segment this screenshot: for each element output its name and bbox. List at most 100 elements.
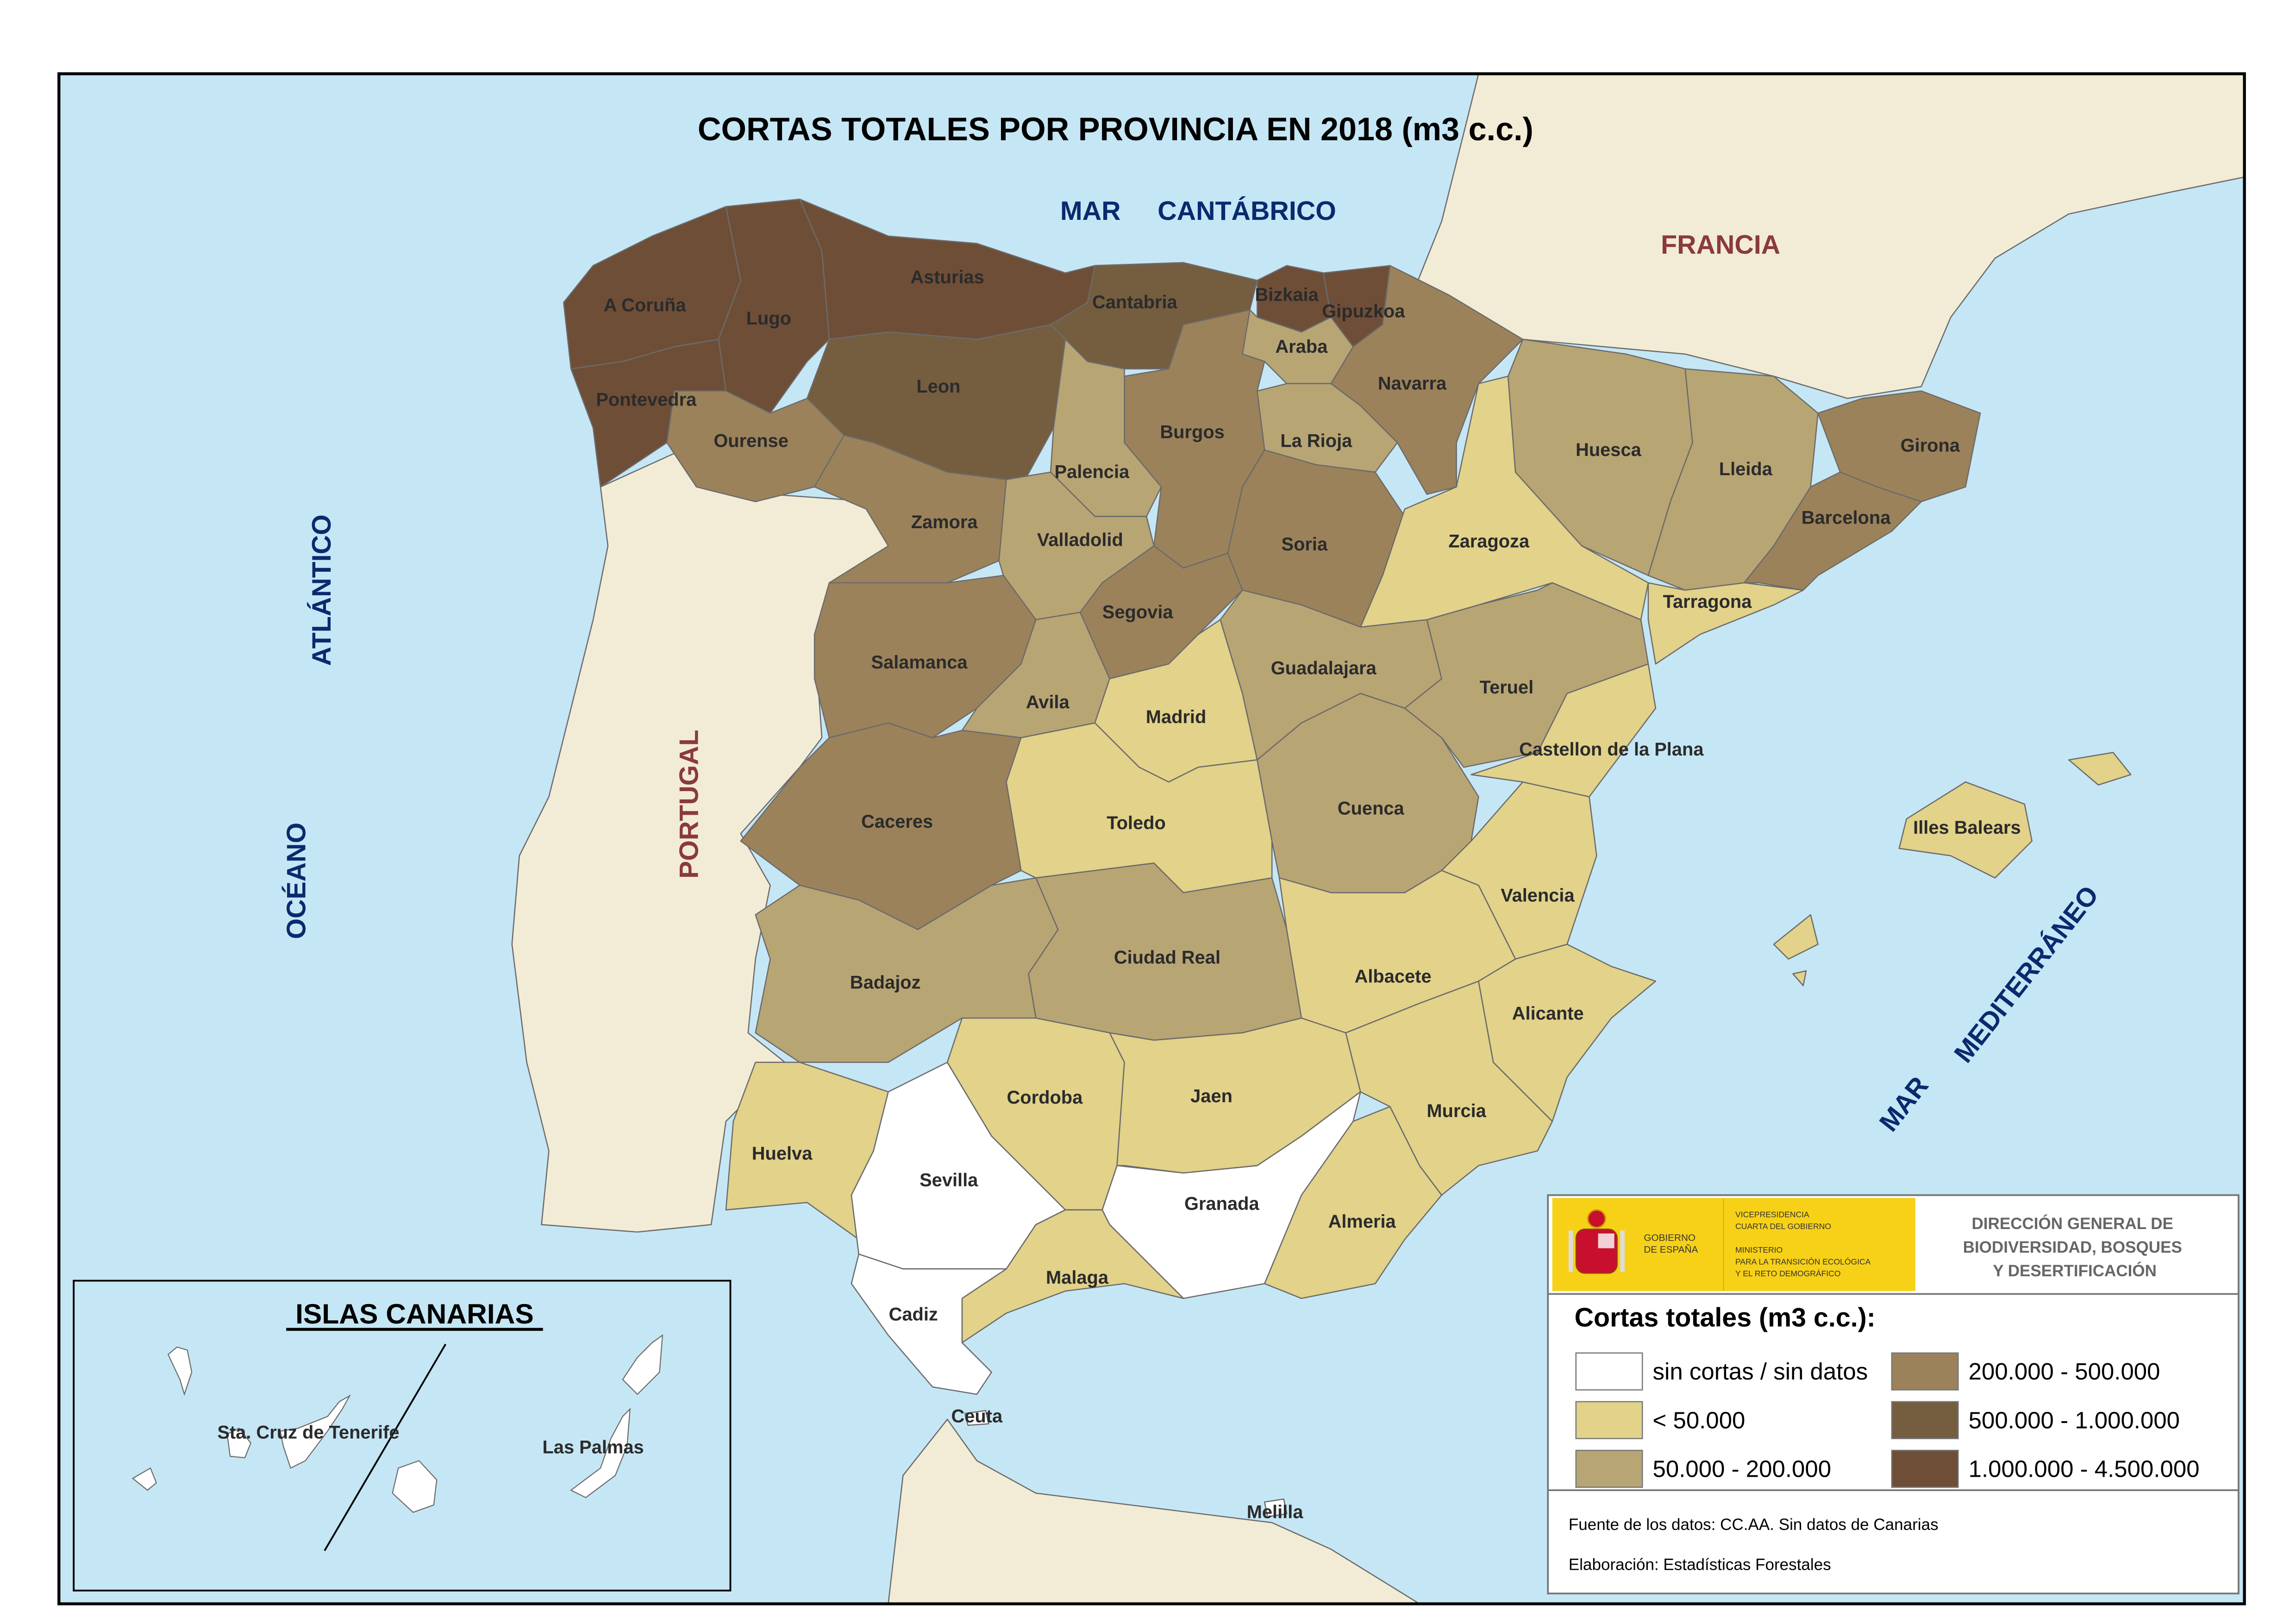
logo-text: GOBIERNO — [1644, 1232, 1695, 1243]
country-label-portugal: PORTUGAL — [674, 730, 704, 879]
svg-text:DIRECCIÓN GENERAL DE BIO: DIRECCIÓN GENERAL DE BIODIVERSIDAD, BOSQ… — [1963, 1214, 2187, 1280]
province-melilla — [1264, 1498, 1288, 1517]
canarias-title: ISLAS CANARIAS — [295, 1298, 534, 1330]
legend-label: 500.000 - 1.000.000 — [1969, 1407, 2180, 1433]
legend-label: sin cortas / sin datos — [1653, 1358, 1868, 1385]
logo-text: MINISTERIO — [1735, 1245, 1783, 1255]
province-label: Leon — [916, 376, 960, 397]
province-label: A Coruña — [604, 295, 687, 316]
province-label: Granada — [1184, 1194, 1259, 1214]
province-label: Caceres — [861, 812, 933, 832]
island-gran-canaria — [392, 1460, 438, 1513]
province-illes-balears — [1773, 914, 1819, 960]
province-label: Huelva — [752, 1143, 813, 1164]
province-cantabria — [1050, 262, 1258, 370]
island-el-hierro — [131, 1467, 157, 1491]
province-label: Melilla — [1247, 1502, 1304, 1523]
province-label: Murcia — [1426, 1101, 1486, 1121]
logo-text: VICEPRESIDENCIA — [1735, 1210, 1809, 1219]
island-tenerife — [280, 1394, 351, 1469]
province-label: Burgos — [1160, 422, 1224, 443]
province-illes-balears — [1792, 970, 1807, 986]
province-label: Toledo — [1107, 813, 1166, 833]
sea-label-mar: MAR — [1060, 196, 1121, 226]
province-label: Almeria — [1328, 1211, 1396, 1232]
legend-label: 50.000 - 200.000 — [1653, 1455, 1832, 1482]
province-label: Cordoba — [1007, 1087, 1083, 1108]
africa-land — [888, 1418, 1422, 1604]
province-label: Bizkaia — [1255, 285, 1319, 305]
province-label: Salamanca — [871, 652, 968, 673]
province-label: Avila — [1026, 692, 1070, 712]
logo-text: DE ESPAÑA — [1644, 1244, 1698, 1255]
province-label: Las Palmas — [542, 1437, 644, 1457]
legend-label: 1.000.000 - 4.500.000 — [1969, 1455, 2200, 1482]
province-palencia — [1050, 338, 1162, 517]
province-label: La Rioja — [1280, 431, 1352, 451]
legend-box: GOBIERNO DE ESPAÑA VICEPRESIDENCIA CUARTA… — [1547, 1194, 2240, 1595]
province-label: Zaragoza — [1448, 531, 1530, 551]
legend-swatch — [1575, 1449, 1643, 1488]
province-label: Sevilla — [920, 1170, 978, 1191]
province-label: Gipuzkoa — [1322, 301, 1405, 321]
province-label: Sta. Cruz de Tenerife — [217, 1423, 399, 1443]
province-illes-balears — [1898, 781, 2033, 879]
province-alicante — [1478, 943, 1657, 1122]
province-label: Asturias — [910, 267, 984, 287]
legend-label: 200.000 - 500.000 — [1969, 1358, 2160, 1385]
island-fuerteventura — [570, 1407, 631, 1498]
country-label-francia: FRANCIA — [1661, 230, 1780, 260]
province-label: Guadalajara — [1271, 658, 1377, 679]
direccion-text: BIODIVERSIDAD, BOSQUES — [1963, 1238, 2182, 1256]
province-label: Araba — [1276, 337, 1328, 357]
province-zaragoza — [1360, 375, 1649, 628]
province-barcelona — [1743, 471, 1922, 591]
legend-swatch — [1575, 1352, 1643, 1391]
province-label: Albacete — [1355, 967, 1432, 987]
province-label: Badajoz — [850, 972, 921, 993]
province-label: Ciudad Real — [1114, 947, 1220, 968]
sea-label-oceano: OCÉANO — [282, 823, 312, 939]
province-cadiz — [851, 1253, 1007, 1395]
province-label: Navarra — [1378, 373, 1447, 393]
province-label: Valladolid — [1037, 530, 1123, 550]
province-label: Cadiz — [889, 1305, 938, 1325]
canarias-inset: ISLAS CANARIAS Sta. Cruz de Tenerife Las… — [73, 1280, 732, 1592]
province-label: Girona — [1901, 435, 1960, 456]
province-ceuta — [964, 1410, 989, 1426]
province-label: Jaen — [1190, 1086, 1232, 1106]
province-label: Lugo — [746, 308, 791, 329]
province-illes-balears — [2068, 752, 2132, 786]
author-note: Elaboración: Estadísticas Forestales — [1569, 1555, 1831, 1573]
province-label: Malaga — [1046, 1267, 1109, 1288]
province-label: Cantabria — [1092, 292, 1178, 312]
direccion-text: DIRECCIÓN GENERAL DE — [1971, 1214, 2173, 1233]
province-label: Pontevedra — [596, 390, 697, 410]
province-label: Soria — [1282, 534, 1328, 555]
province-label: Valencia — [1501, 885, 1575, 905]
province-label: Huesca — [1576, 440, 1642, 460]
province-label: Cuenca — [1338, 798, 1405, 818]
sea-label-cantabrico: CANTÁBRICO — [1157, 196, 1336, 226]
province-tarragona — [1647, 582, 1804, 665]
legend-swatch — [1891, 1401, 1959, 1439]
source-note: Fuente de los datos: CC.AA. Sin datos de… — [1569, 1516, 1939, 1534]
legend-swatch — [1891, 1352, 1959, 1391]
province-label: Barcelona — [1802, 507, 1891, 528]
coat-of-arms-icon — [1568, 1209, 1625, 1274]
province-leon — [806, 324, 1066, 488]
direccion-text: Y DESERTIFICACIÓN — [1993, 1261, 2157, 1280]
province-label: Segovia — [1102, 602, 1174, 622]
province-label: Castellon de la Plana — [1519, 739, 1704, 760]
legend-title: Cortas totales (m3 c.c.): — [1575, 1303, 1876, 1332]
province-label: Lleida — [1719, 459, 1773, 479]
island-la-palma — [167, 1346, 193, 1396]
province-label: Illes Balears — [1913, 818, 2021, 838]
province-label: Alicante — [1512, 1003, 1584, 1024]
map-frame — [57, 72, 2246, 1605]
province-castellon-de-la-plana — [1470, 663, 1657, 798]
province-almeria — [1264, 1106, 1443, 1299]
province-malaga — [961, 1209, 1184, 1343]
